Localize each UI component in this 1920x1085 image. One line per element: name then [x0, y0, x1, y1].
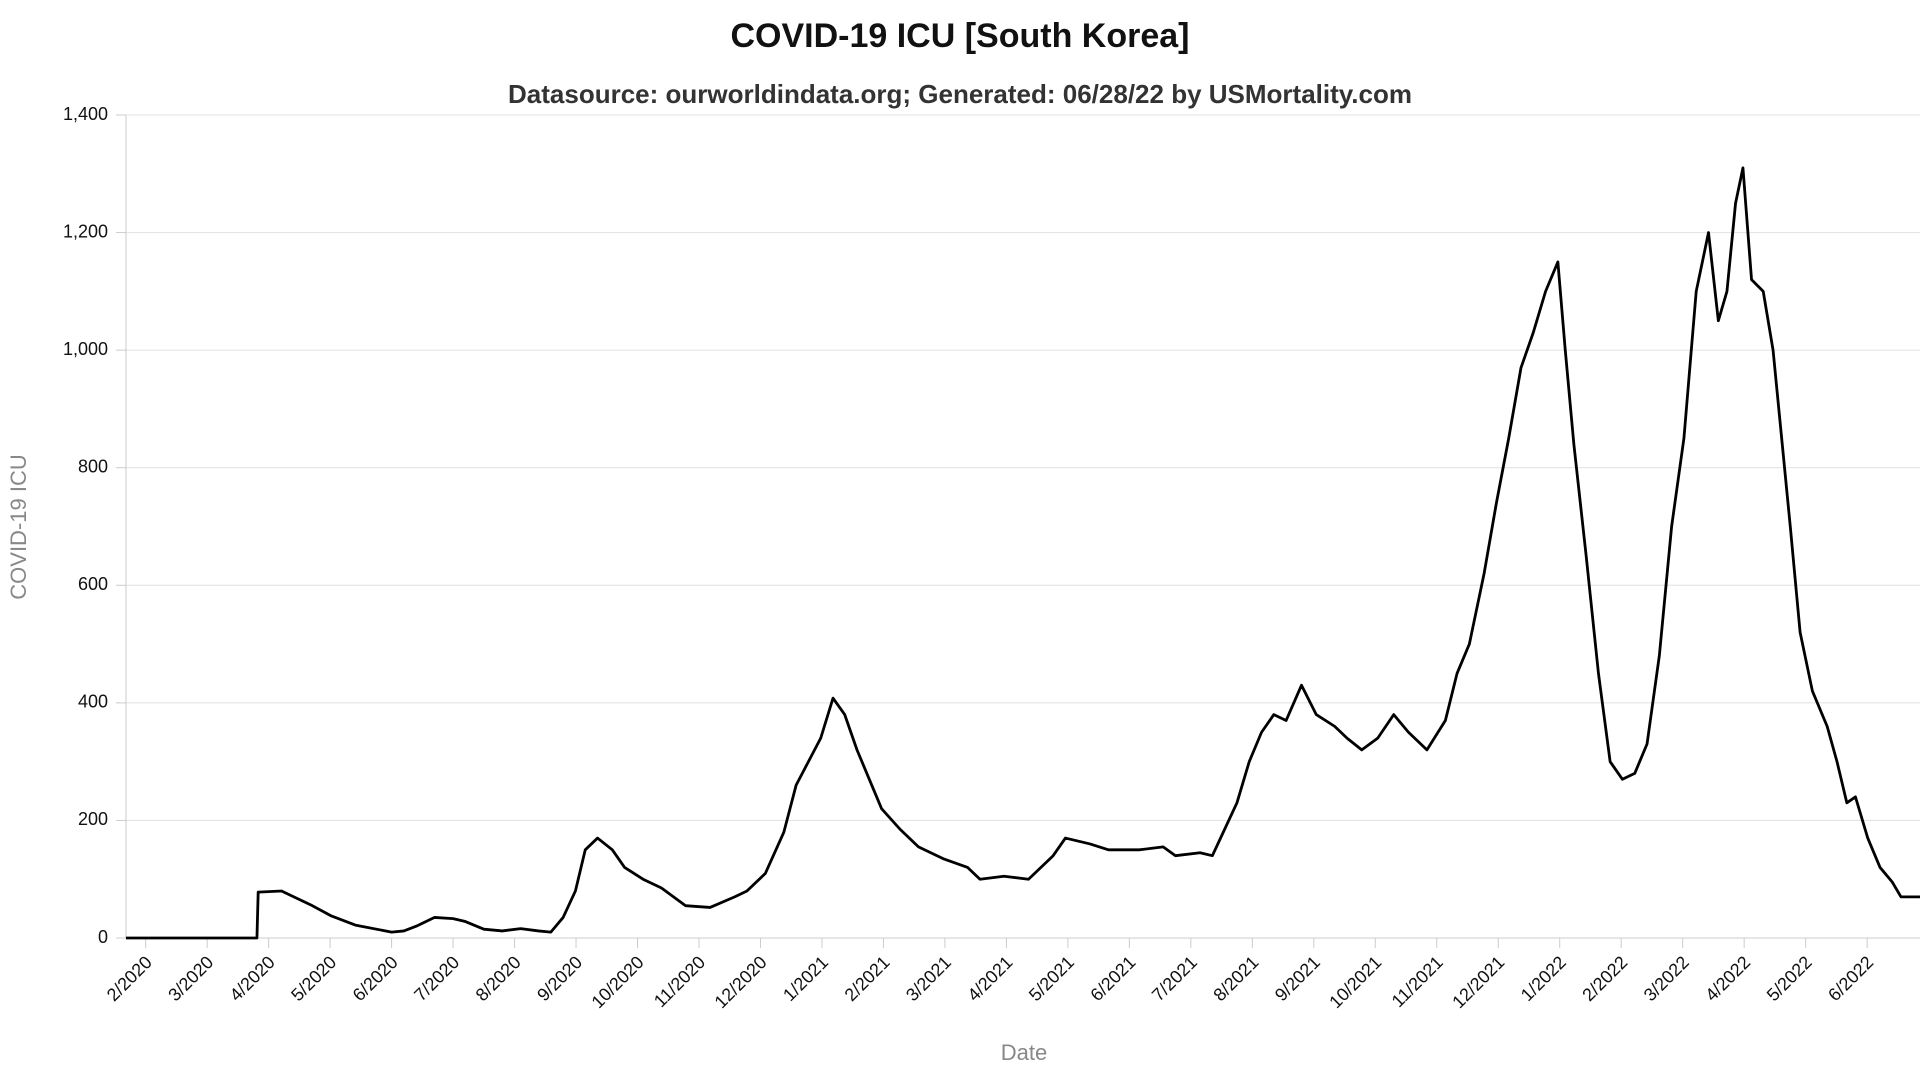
y-axis-label: COVID-19 ICU: [6, 454, 31, 599]
y-tick-label: 800: [78, 456, 108, 476]
x-tick-label: 6/2022: [1824, 952, 1877, 1005]
x-tick-label: 12/2020: [711, 952, 771, 1012]
x-tick-label: 4/2020: [226, 952, 279, 1005]
y-tick-label: 600: [78, 574, 108, 594]
x-tick-label: 11/2021: [1388, 952, 1447, 1011]
y-tick-label: 1,000: [63, 339, 108, 359]
x-tick-label: 1/2021: [779, 952, 832, 1005]
chart-title: COVID-19 ICU [South Korea]: [730, 17, 1189, 55]
y-tick-label: 200: [78, 809, 108, 829]
y-tick-label: 1,400: [63, 104, 108, 124]
x-tick-label: 9/2021: [1271, 952, 1324, 1005]
x-tick-label: 5/2022: [1763, 952, 1816, 1005]
x-tick-label: 4/2021: [964, 952, 1017, 1005]
x-tick-label: 6/2021: [1086, 952, 1139, 1005]
x-tick-label: 3/2020: [164, 952, 217, 1005]
x-tick-label: 3/2021: [902, 952, 955, 1005]
x-tick-label: 2/2022: [1578, 952, 1631, 1005]
x-tick-label: 11/2020: [650, 952, 709, 1011]
x-tick-label: 2/2021: [841, 952, 894, 1005]
x-tick-label: 3/2022: [1640, 952, 1693, 1005]
data-line: [126, 166, 1920, 940]
x-tick-label: 5/2021: [1025, 952, 1078, 1005]
x-tick-label: 7/2020: [410, 952, 463, 1005]
x-tick-label: 8/2021: [1209, 952, 1262, 1005]
x-tick-label: 1/2022: [1517, 952, 1570, 1005]
x-tick-label: 8/2020: [472, 952, 525, 1005]
x-tick-label: 4/2022: [1701, 952, 1754, 1005]
x-tick-label: 9/2020: [533, 952, 586, 1005]
x-tick-label: 10/2021: [1325, 952, 1385, 1012]
x-tick-label: 10/2020: [588, 952, 648, 1012]
y-tick-label: 1,200: [63, 221, 108, 241]
x-tick-label: 5/2020: [287, 952, 340, 1005]
x-tick-label: 7/2021: [1148, 952, 1201, 1005]
chart-subtitle: Datasource: ourworldindata.org; Generate…: [508, 79, 1412, 109]
x-axis-label: Date: [1001, 1040, 1047, 1065]
x-tick-label: 12/2021: [1448, 952, 1508, 1012]
y-tick-label: 0: [98, 927, 108, 947]
x-tick-label: 6/2020: [349, 952, 402, 1005]
y-tick-label: 400: [78, 692, 108, 712]
x-tick-label: 2/2020: [103, 952, 156, 1005]
